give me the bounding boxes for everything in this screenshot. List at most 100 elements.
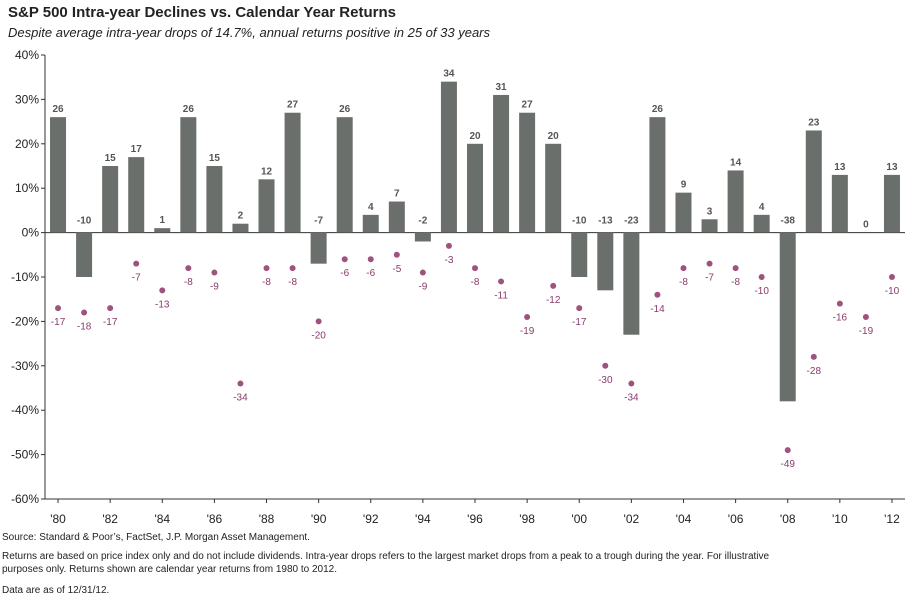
chart-title: S&P 500 Intra-year Declines vs. Calendar… xyxy=(8,4,396,21)
y-tick-label: -20% xyxy=(11,314,39,328)
decline-label: -8 xyxy=(679,277,688,288)
return-label: -38 xyxy=(781,216,796,227)
x-tick-label: '10 xyxy=(832,512,848,526)
return-label: 3 xyxy=(707,206,713,217)
return-bar xyxy=(154,228,171,233)
return-bar xyxy=(258,179,275,233)
return-bar xyxy=(414,232,431,242)
return-bar xyxy=(753,214,770,233)
source-note: Source: Standard & Poor’s, FactSet, J.P.… xyxy=(2,532,310,543)
return-bar xyxy=(597,232,614,291)
return-bar xyxy=(831,174,848,233)
return-bar xyxy=(76,232,93,277)
return-label: 34 xyxy=(443,69,455,80)
return-bar xyxy=(440,81,457,233)
decline-label: -3 xyxy=(444,255,453,266)
decline-label: -20 xyxy=(311,330,326,341)
x-tick-label: '08 xyxy=(780,512,796,526)
decline-label: -34 xyxy=(233,393,248,404)
decline-label: -13 xyxy=(155,299,170,310)
return-bar xyxy=(649,117,666,233)
x-tick-label: '92 xyxy=(363,512,379,526)
data-date-note: Data are as of 12/31/12. xyxy=(2,585,110,596)
decline-dot xyxy=(159,287,166,294)
decline-dot xyxy=(550,282,557,289)
decline-label: -10 xyxy=(754,286,769,297)
return-label: -7 xyxy=(314,216,323,227)
x-tick-label: '88 xyxy=(259,512,275,526)
return-bar xyxy=(805,130,822,233)
return-label: 13 xyxy=(834,162,846,173)
return-label: 20 xyxy=(469,131,481,142)
return-label: -23 xyxy=(624,216,639,227)
return-bar xyxy=(128,157,145,233)
return-bar xyxy=(102,166,119,233)
return-label: -13 xyxy=(598,216,613,227)
y-tick-label: -10% xyxy=(11,270,39,284)
y-tick-label: 40% xyxy=(15,48,39,62)
x-tick-label: '84 xyxy=(154,512,170,526)
decline-label: -9 xyxy=(418,282,427,293)
return-label: 26 xyxy=(339,104,351,115)
return-bar xyxy=(310,232,327,264)
decline-dot xyxy=(758,274,765,280)
decline-dot xyxy=(237,380,244,387)
return-bar xyxy=(362,214,379,233)
return-bar xyxy=(623,232,640,335)
decline-dot xyxy=(628,380,635,387)
decline-label: -9 xyxy=(210,282,219,293)
return-label: 26 xyxy=(183,104,195,115)
x-tick-label: '90 xyxy=(311,512,327,526)
y-tick-label: -60% xyxy=(11,492,39,506)
decline-dot xyxy=(732,265,739,272)
return-label: 4 xyxy=(759,202,765,213)
y-tick-label: -40% xyxy=(11,403,39,417)
decline-dot xyxy=(680,265,687,272)
decline-dot xyxy=(211,269,218,276)
return-label: 31 xyxy=(495,82,507,93)
decline-label: -17 xyxy=(51,317,66,328)
decline-dot xyxy=(81,309,88,316)
decline-dot xyxy=(810,353,817,360)
decline-dot xyxy=(55,305,62,312)
return-bar xyxy=(180,117,197,233)
decline-label: -17 xyxy=(103,317,118,328)
return-bar xyxy=(675,192,692,233)
return-bar xyxy=(232,223,249,233)
return-bar xyxy=(336,117,353,233)
return-bar xyxy=(883,174,900,233)
return-bar xyxy=(519,112,536,233)
return-bar xyxy=(206,166,223,233)
decline-label: -28 xyxy=(807,366,822,377)
methodology-note: Returns are based on price index only an… xyxy=(2,551,770,575)
return-label: 4 xyxy=(368,202,374,213)
return-label: 2 xyxy=(238,211,244,222)
return-label: -10 xyxy=(572,216,587,227)
decline-dot xyxy=(602,362,609,369)
decline-label: -14 xyxy=(650,304,665,315)
decline-label: -19 xyxy=(520,326,535,337)
chart: 40% 30% 20% 10% 0% -10% -20% -30% -40% -50% -60% '8… xyxy=(11,48,905,526)
decline-dot xyxy=(185,265,192,272)
decline-dot xyxy=(367,256,374,263)
decline-dot xyxy=(133,260,140,267)
decline-label: -30 xyxy=(598,375,613,386)
x-tick-label: '80 xyxy=(50,512,66,526)
decline-dot xyxy=(419,269,426,276)
x-tick-label: '86 xyxy=(207,512,223,526)
return-bar xyxy=(467,143,483,233)
decline-dot xyxy=(289,265,296,272)
decline-dot xyxy=(836,300,843,307)
return-bar xyxy=(727,170,744,233)
x-tick-label: '96 xyxy=(467,512,483,526)
return-label: 13 xyxy=(886,162,898,173)
decline-label: -18 xyxy=(77,322,92,333)
return-bar xyxy=(50,117,67,233)
return-label: 1 xyxy=(159,215,165,226)
decline-dot xyxy=(341,256,348,263)
y-tick-label: 20% xyxy=(15,137,39,151)
return-label: 12 xyxy=(261,166,273,177)
decline-dot xyxy=(445,242,452,249)
decline-label: -5 xyxy=(392,264,401,275)
return-bar xyxy=(284,112,301,233)
